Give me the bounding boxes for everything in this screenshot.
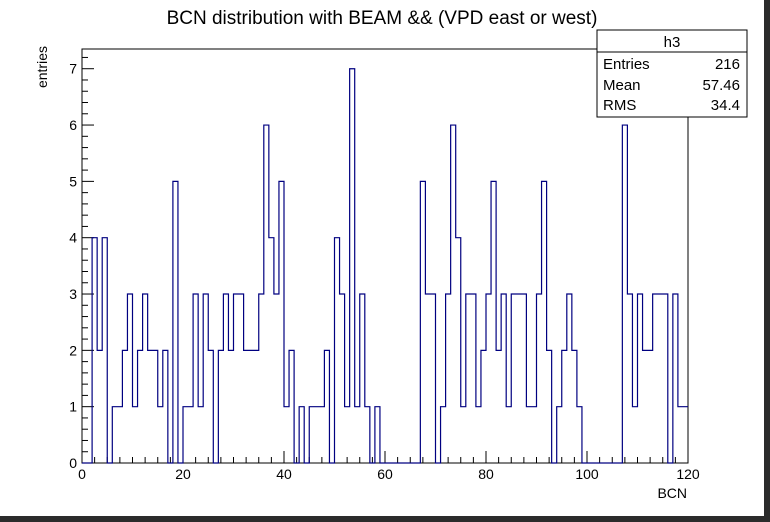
y-tick-label: 4 (69, 230, 77, 246)
y-tick-label: 0 (69, 455, 77, 471)
stats-rms-value: 34.4 (711, 97, 740, 114)
stats-box-frame (596, 29, 748, 118)
stats-mean-value: 57.46 (702, 77, 740, 94)
y-tick-label: 3 (69, 286, 77, 302)
stats-histogram-name: h3 (664, 34, 681, 51)
x-tick-label: 20 (175, 466, 191, 482)
x-tick-label: 0 (78, 466, 86, 482)
y-tick-label: 1 (69, 399, 77, 415)
y-axis-ticks: 0 1 2 3 4 5 6 7 (69, 56, 94, 471)
x-tick-label: 80 (478, 466, 494, 482)
stats-mean-label: Mean (603, 77, 641, 94)
stats-rms-label: RMS (603, 97, 636, 114)
y-axis-label: entries (34, 46, 50, 88)
x-axis-label: BCN (657, 485, 687, 501)
stats-entries-value: 216 (715, 56, 740, 73)
y-tick-label: 5 (69, 173, 77, 189)
x-tick-label: 100 (575, 466, 599, 482)
chart-title: BCN distribution with BEAM && (VPD east … (167, 8, 598, 29)
x-tick-label: 120 (676, 466, 700, 482)
y-tick-label: 7 (69, 61, 77, 77)
x-axis-ticks: 0 20 40 60 80 100 120 (78, 451, 700, 482)
stats-box: h3 Entries 216 Mean 57.46 RMS 34.4 (596, 29, 748, 118)
y-tick-label: 6 (69, 117, 77, 133)
histogram-line (82, 68, 688, 464)
x-tick-label: 60 (377, 466, 393, 482)
x-tick-label: 40 (276, 466, 292, 482)
stats-entries-label: Entries (603, 56, 650, 73)
y-tick-label: 2 (69, 342, 77, 358)
